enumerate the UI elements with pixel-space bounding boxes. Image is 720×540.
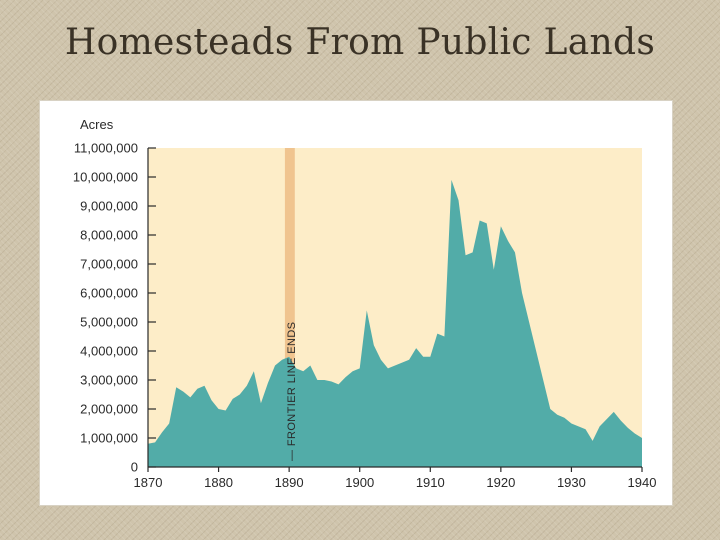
x-tick-label: 1880: [204, 475, 233, 490]
x-tick-label: 1940: [628, 475, 657, 490]
x-tick-label: 1900: [345, 475, 374, 490]
y-axis-ticks: 0 1,000,000 2,000,000 3,000,000 4,000,000 5,0…: [73, 141, 156, 475]
y-tick-label: 6,000,000: [80, 286, 138, 301]
slide-title: Homesteads From Public Lands: [64, 22, 656, 63]
y-axis-label: Acres: [80, 117, 114, 132]
frontier-annotation-label: — FRONTIER LINE ENDS: [286, 322, 298, 461]
frontier-band: [284, 148, 295, 467]
y-tick-label: 10,000,000: [73, 170, 138, 185]
x-axis-ticks: 1870 1880 1890 1900 1910 1920 1930 1940: [134, 467, 657, 490]
y-tick-label: 9,000,000: [80, 199, 138, 214]
y-tick-label: 0: [131, 460, 138, 475]
chart-card: — FRONTIER LINE ENDS 0 1,000,000 2,000,000…: [40, 101, 672, 505]
y-tick-label: 2,000,000: [80, 402, 138, 417]
x-tick-label: 1870: [134, 475, 163, 490]
area-series: [148, 179, 642, 467]
y-tick-label: 8,000,000: [80, 228, 138, 243]
y-tick-label: 5,000,000: [80, 315, 138, 330]
y-tick-label: 3,000,000: [80, 373, 138, 388]
x-tick-label: 1930: [557, 475, 586, 490]
y-tick-label: 1,000,000: [80, 431, 138, 446]
y-tick-label: 11,000,000: [74, 141, 138, 156]
y-tick-label: 7,000,000: [80, 257, 138, 272]
x-tick-label: 1910: [416, 475, 445, 490]
x-tick-label: 1890: [275, 475, 304, 490]
homestead-area-chart: — FRONTIER LINE ENDS 0 1,000,000 2,000,000…: [73, 117, 657, 490]
y-tick-label: 4,000,000: [80, 344, 138, 359]
x-tick-label: 1920: [486, 475, 515, 490]
